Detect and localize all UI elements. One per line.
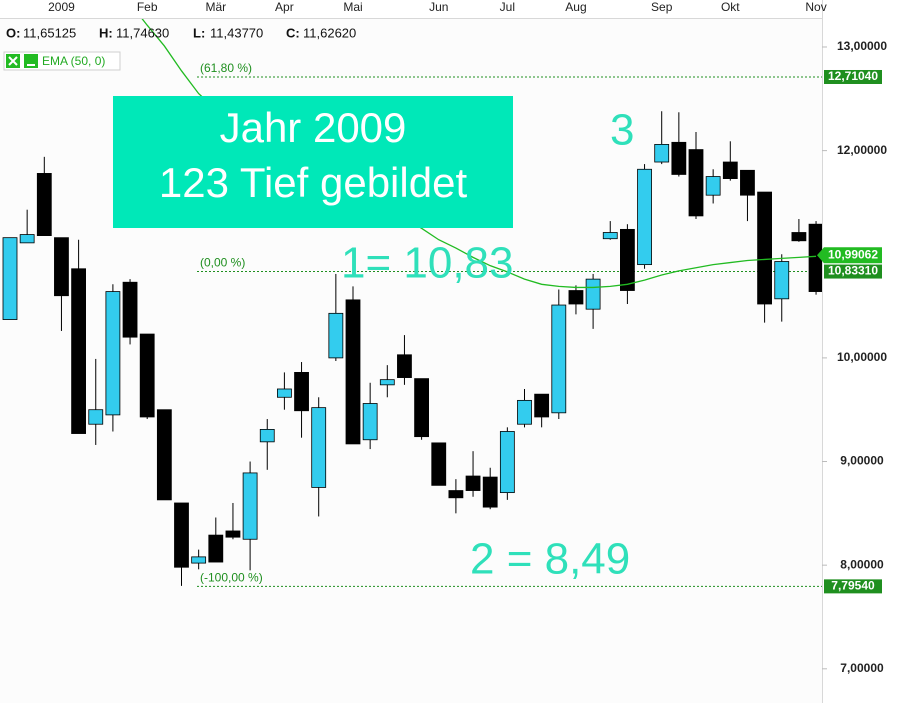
annotation: 3 — [610, 106, 634, 155]
candle-body — [122, 281, 138, 338]
candle-body — [54, 237, 69, 297]
candle-body — [705, 176, 721, 196]
header-label: L: — [193, 25, 205, 40]
plot: (61,80 %) (0,00 %) (-100,00 %) — [2, 19, 822, 587]
y-tick-label: 7,00000 — [840, 661, 884, 675]
candle-body — [774, 261, 790, 300]
candle-body — [379, 379, 395, 386]
level-name: (61,80 %) — [200, 61, 252, 75]
time-bar — [0, 0, 822, 18]
candle-body — [156, 409, 172, 501]
y-tick-label: 12,00000 — [837, 143, 887, 157]
x-tick-label: Sep — [651, 0, 673, 14]
x-tick-label: Feb — [137, 0, 158, 14]
candle-body — [808, 223, 822, 292]
y-tick-label: 9,00000 — [840, 454, 884, 468]
legend-toggle-icon — [8, 56, 18, 66]
candle-body — [791, 232, 807, 242]
ema-price-box — [817, 247, 882, 264]
candle-body — [328, 312, 344, 359]
candle-body — [2, 237, 18, 320]
candle-body — [71, 268, 86, 434]
annotation-box-text: Jahr 2009 — [220, 104, 407, 151]
candle-body — [465, 475, 481, 491]
candle-body — [740, 169, 755, 196]
candle-body — [276, 388, 292, 398]
level-price-box — [824, 579, 882, 594]
header-label: C: — [286, 25, 300, 40]
header-value: 11,65125 — [23, 25, 76, 40]
x-tick-label: Jun — [429, 0, 448, 14]
candle-body — [225, 530, 241, 538]
candle-body — [174, 502, 189, 568]
overlay: EMA (50, 0) Jahr 2009 123 Tief gebildet … — [3, 51, 634, 584]
candle-body — [362, 403, 378, 441]
candle-body — [311, 407, 327, 488]
candle-body — [551, 304, 567, 414]
header-value: 11,62620 — [303, 25, 356, 40]
candle-body — [654, 143, 670, 163]
level-price-label: 10,83310 — [828, 264, 878, 278]
candle-body — [88, 409, 104, 425]
candle-body — [568, 290, 584, 305]
level-price-box — [824, 264, 882, 279]
candle-body — [191, 556, 207, 564]
header-label: H: — [99, 25, 113, 40]
level-name: (-100,00 %) — [200, 571, 263, 585]
header-label: O: — [6, 25, 20, 40]
candle-body — [448, 490, 464, 499]
candle-body — [259, 428, 275, 443]
header-value: 11,74630 — [116, 25, 169, 40]
candle-body — [757, 191, 772, 305]
ema-price-label: 10,99062 — [828, 247, 878, 261]
level-price-label: 7,79540 — [831, 579, 875, 593]
candle-body — [671, 141, 687, 175]
candle-body — [517, 399, 532, 425]
x-tick-label: 2009 — [48, 0, 75, 14]
candle-body — [620, 228, 635, 291]
x-tick-label: Okt — [721, 0, 740, 14]
candle-body — [294, 371, 309, 412]
candle-body — [637, 168, 652, 266]
candle-body — [36, 173, 52, 237]
y-tick-label: 8,00000 — [840, 557, 884, 571]
x-tick-label: Aug — [565, 0, 586, 14]
candle-body — [105, 291, 121, 416]
y-tick-label: 13,00000 — [837, 39, 887, 53]
candle-body — [688, 149, 704, 217]
candle-body — [242, 472, 258, 540]
annotation: 2 = 8,49 — [470, 535, 630, 584]
x-tick-label: Jul — [500, 0, 515, 14]
level-price-box — [824, 69, 882, 84]
candle-body — [585, 278, 601, 310]
x-tick-label: Nov — [805, 0, 826, 14]
annotation-box — [113, 96, 513, 228]
x-tick-label: Mai — [343, 0, 362, 14]
legend-label: EMA (50, 0) — [42, 54, 105, 68]
candle-body — [139, 333, 155, 418]
level-price-label: 12,71040 — [828, 69, 878, 83]
candle-body — [482, 476, 498, 508]
header-value: 11,43770 — [210, 25, 263, 40]
candle-body — [345, 299, 361, 445]
x-tick-label: Apr — [275, 0, 294, 14]
candle-body — [602, 232, 618, 240]
annotation: 1= 10,83 — [341, 239, 514, 288]
candle-body — [722, 161, 738, 180]
x-tick-label: Mär — [205, 0, 226, 14]
annotation-box-text: 123 Tief gebildet — [159, 159, 468, 206]
candle-body — [534, 393, 550, 418]
candle-body — [499, 431, 515, 494]
level-name: (0,00 %) — [200, 256, 245, 270]
candle-body — [397, 354, 412, 378]
candle-body — [208, 534, 224, 563]
candle-body — [19, 234, 35, 244]
candle-body — [431, 442, 447, 486]
y-tick-label: 10,00000 — [837, 350, 887, 364]
candle-body — [414, 378, 430, 438]
